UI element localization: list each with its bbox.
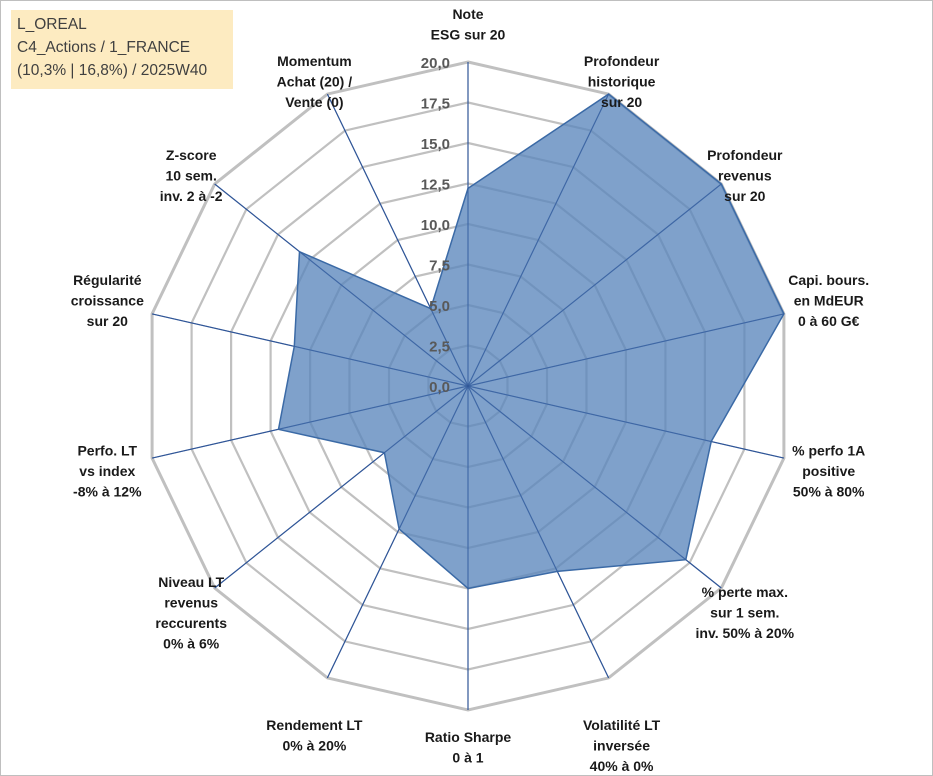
axis-label-line: Capi. bours. <box>788 272 869 288</box>
info-box: L_OREAL C4_Actions / 1_FRANCE (10,3% | 1… <box>11 10 233 89</box>
axis-label: Z-score 10 sem. inv. 2 à -2 <box>160 147 223 204</box>
series-layer <box>151 62 785 710</box>
axis-label-line: 0% à 6% <box>163 636 220 652</box>
axis-label-line: Momentum <box>277 53 352 69</box>
tick-label: 20,0 <box>421 55 450 72</box>
axis-label: % perfo 1A positive 50% à 80% <box>792 443 865 500</box>
axis-label-line: historique <box>588 74 656 90</box>
axis-label-line: 40% à 0% <box>590 758 654 774</box>
axis-label-line: % perfo 1A <box>792 443 865 459</box>
axis-spoke-overlay <box>467 183 722 387</box>
axis-label-line: sur 20 <box>724 188 765 204</box>
tick-label: 17,5 <box>421 96 450 113</box>
axis-label-line: inv. 50% à 20% <box>696 625 795 641</box>
tick-label: 5,0 <box>429 298 450 315</box>
axis-label-line: Note <box>452 6 483 22</box>
axis-label-line: 10 sem. <box>166 168 217 184</box>
axis-label: Perfo. LT vs index -8% à 12% <box>73 443 142 500</box>
axis-label-line: 0 à 1 <box>452 750 483 766</box>
axis-label-line: 50% à 80% <box>793 484 865 500</box>
axis-label-line: -8% à 12% <box>73 484 142 500</box>
axis-label-line: inv. 2 à -2 <box>160 188 223 204</box>
axis-label: Profondeur revenus sur 20 <box>707 147 783 204</box>
axis-label-line: Régularité <box>73 272 142 288</box>
axis-label-line: reccurents <box>155 615 227 631</box>
tick-label: 2,5 <box>429 339 450 356</box>
axis-label-line: positive <box>802 463 855 479</box>
axis-label-line: % perte max. <box>702 584 788 600</box>
tick-label: 10,0 <box>421 217 450 234</box>
axis-label-line: 0% à 20% <box>282 738 346 754</box>
axis-label-line: Niveau LT <box>158 574 224 590</box>
axis-label-line: en MdEUR <box>794 292 864 308</box>
axis-label: Note ESG sur 20 <box>431 6 506 43</box>
axis-spoke-overlay <box>467 385 722 589</box>
axis-label: Capi. bours. en MdEUR 0 à 60 G€ <box>788 272 869 329</box>
axis-spoke-overlay <box>214 183 469 387</box>
axis-label-line: Profondeur <box>707 147 783 163</box>
axis-label-line: Perfo. LT <box>77 443 137 459</box>
axis-label-layer: Note ESG sur 20 Profondeur historique sur 20… <box>71 6 869 774</box>
axis-label-line: vs index <box>79 463 135 479</box>
tick-label: 0,0 <box>429 379 450 396</box>
axis-label-line: sur 1 sem. <box>710 605 779 621</box>
series-area <box>277 93 785 590</box>
axis-spoke-overlay <box>326 385 469 679</box>
tick-label: 15,0 <box>421 136 450 153</box>
tick-label: 12,5 <box>421 177 450 194</box>
axis-label-line: Volatilité LT <box>583 717 661 733</box>
axis-label-line: inversée <box>593 738 650 754</box>
axis-label-line: 0 à 60 G€ <box>798 313 860 329</box>
axis-spoke-overlay <box>326 93 469 387</box>
axis-label-line: Achat (20) / <box>277 74 353 90</box>
axis-label-line: Rendement LT <box>266 717 363 733</box>
axis-label: Profondeur historique sur 20 <box>584 53 660 110</box>
axis-label-line: sur 20 <box>87 313 128 329</box>
axis-label-line: revenus <box>164 595 218 611</box>
tick-label: 7,5 <box>429 258 450 275</box>
axis-label-line: Vente (0) <box>285 94 343 110</box>
axis-spoke-overlay <box>214 385 469 589</box>
axis-spoke-overlay <box>151 313 469 387</box>
axis-label-line: croissance <box>71 292 144 308</box>
axis-label-line: Z-score <box>166 147 217 163</box>
axis-label: % perte max. sur 1 sem. inv. 50% à 20% <box>696 584 795 641</box>
axis-spoke-overlay <box>467 93 610 387</box>
axis-label-line: sur 20 <box>601 94 642 110</box>
axis-spoke-overlay <box>467 385 785 459</box>
axis-spoke-overlay <box>467 385 610 679</box>
info-ticker: L_OREAL <box>17 16 87 33</box>
axis-label-line: ESG sur 20 <box>431 27 506 43</box>
axis-label: Volatilité LT inversée 40% à 0% <box>583 717 661 774</box>
axis-spoke-overlay <box>467 313 785 387</box>
info-category: C4_Actions / 1_FRANCE <box>17 39 191 56</box>
axis-label-line: Ratio Sharpe <box>425 729 512 745</box>
axis-label: Rendement LT 0% à 20% <box>266 717 363 754</box>
axis-label-line: revenus <box>718 168 772 184</box>
axis-label: Ratio Sharpe 0 à 1 <box>425 729 512 766</box>
axis-label: Momentum Achat (20) / Vente (0) <box>277 53 353 110</box>
axis-label-line: Profondeur <box>584 53 660 69</box>
axis-spoke-overlay <box>151 385 469 459</box>
axis-label: Régularité croissance sur 20 <box>71 272 144 329</box>
tick-label-layer: 0,0 2,5 5,0 7,5 10,0 12,5 15,0 17,5 20,0 <box>421 55 450 396</box>
info-stats: (10,3% | 16,8%) / 2025W40 <box>17 62 208 79</box>
axis-label: Niveau LT revenus reccurents 0% à 6% <box>155 574 227 652</box>
